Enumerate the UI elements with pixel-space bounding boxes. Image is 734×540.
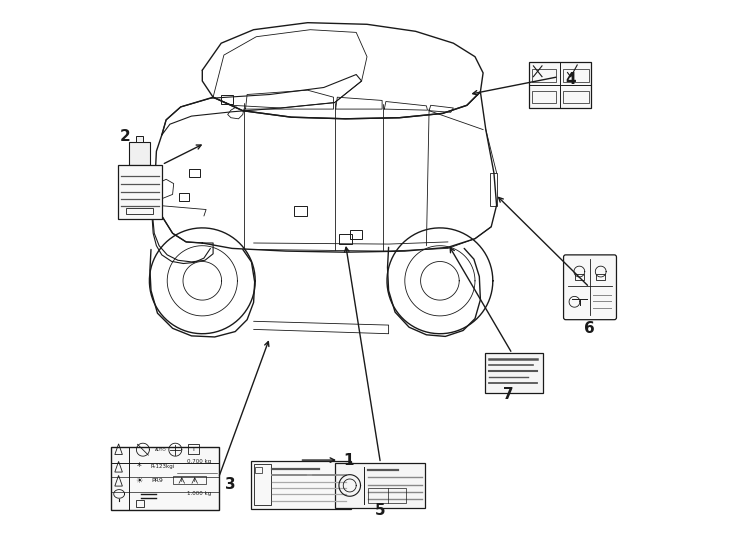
FancyBboxPatch shape [564, 255, 617, 320]
Text: 0.700 kg: 0.700 kg [187, 459, 211, 464]
Text: 7: 7 [504, 387, 514, 402]
Bar [484, 353, 543, 393]
Text: 2: 2 [120, 129, 131, 144]
Bar [349, 230, 362, 239]
Bar [368, 488, 406, 503]
Text: 3: 3 [225, 477, 236, 492]
Bar [126, 208, 153, 214]
Bar [339, 234, 352, 244]
Bar [562, 70, 589, 82]
Text: ☀: ☀ [135, 476, 143, 485]
Bar [254, 464, 271, 505]
Bar [294, 206, 307, 216]
Bar [529, 62, 591, 108]
Text: PR9: PR9 [151, 478, 163, 483]
Bar [137, 500, 144, 507]
Text: i: i [193, 447, 195, 452]
Bar [532, 91, 556, 104]
Text: 4: 4 [566, 72, 576, 87]
Bar [251, 461, 351, 509]
Bar [189, 169, 200, 177]
Bar [136, 136, 143, 142]
Bar [117, 165, 161, 219]
Bar [111, 447, 219, 510]
Bar [335, 463, 425, 508]
Text: AUTO: AUTO [156, 448, 167, 453]
Bar [173, 476, 206, 484]
Bar [129, 142, 150, 165]
Text: 1: 1 [344, 453, 354, 468]
Bar [532, 70, 556, 82]
Text: 6: 6 [584, 321, 595, 336]
Bar [188, 444, 199, 454]
Text: 1.000 kg: 1.000 kg [187, 491, 211, 496]
Bar [255, 467, 262, 473]
Bar [490, 173, 497, 206]
Bar [221, 95, 233, 104]
Text: *: * [137, 462, 142, 471]
Text: R-123kgi: R-123kgi [150, 464, 175, 469]
Text: 5: 5 [375, 503, 386, 518]
Bar [179, 193, 189, 201]
Bar [597, 274, 605, 280]
Bar [575, 274, 584, 280]
Bar [562, 91, 589, 104]
